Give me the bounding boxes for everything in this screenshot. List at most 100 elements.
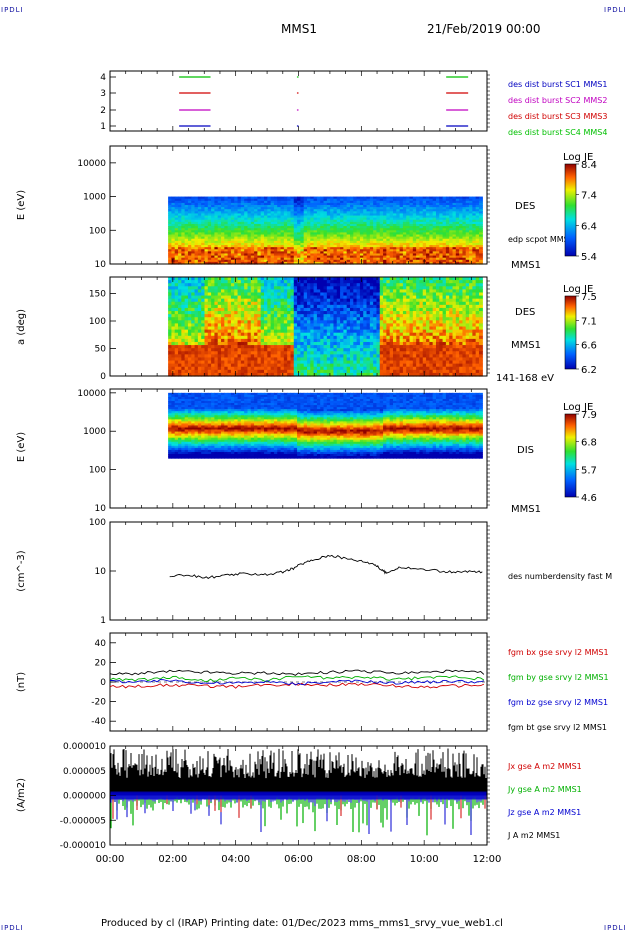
spectrogram-cell — [429, 259, 434, 263]
spectrogram-cell — [402, 215, 407, 219]
spectrogram-cell — [333, 357, 338, 362]
spectrogram-cell — [336, 242, 341, 246]
spectrogram-cell — [174, 323, 179, 328]
spectrogram-cell — [204, 348, 209, 352]
spectrogram-cell — [303, 217, 308, 221]
spectrogram-cell — [283, 335, 288, 340]
spectrogram-cell — [178, 232, 182, 236]
spectrogram-cell — [432, 230, 437, 233]
spectrogram-cell — [217, 213, 222, 217]
spectrogram-cell — [336, 230, 341, 233]
spectrogram-cell — [376, 230, 381, 233]
spectrogram-cell — [207, 217, 212, 221]
spectrogram-cell — [340, 286, 344, 290]
spectrogram-cell — [174, 348, 179, 352]
spectrogram-cell — [475, 261, 480, 265]
spectrogram-cell — [250, 234, 255, 238]
spectrogram-cell — [462, 234, 467, 238]
spectrogram-cell — [277, 366, 282, 371]
spectrogram-cell — [386, 217, 391, 221]
spectrogram-cell — [459, 207, 464, 210]
spectrogram-cell — [191, 341, 196, 346]
spectrogram-cell — [293, 372, 298, 377]
spectrogram-cell — [244, 234, 249, 238]
spectrogram-cell — [227, 207, 232, 210]
spectrogram-cell — [363, 232, 368, 236]
spectrogram-cell — [227, 317, 232, 321]
spectrogram-cell — [171, 298, 176, 303]
spectrogram-cell — [409, 217, 414, 221]
spectrogram-cell — [273, 234, 278, 238]
spectrogram-cell — [287, 209, 292, 212]
spectrogram-cell — [283, 245, 288, 248]
spectrogram-cell — [472, 232, 477, 236]
spectrogram-cell — [320, 228, 325, 231]
spectrogram-cell — [465, 247, 470, 250]
spectrogram-cell — [399, 240, 404, 244]
spectrogram-cell — [439, 249, 444, 252]
spectrogram-cell — [230, 354, 235, 359]
spectrogram-cell — [267, 354, 272, 359]
spectrogram-cell — [346, 255, 351, 259]
spectrogram-cell — [211, 298, 216, 303]
spectrogram-cell — [254, 357, 259, 362]
spectrogram-cell — [187, 301, 192, 306]
spectrogram-cell — [207, 205, 212, 208]
spectrogram-cell — [406, 205, 411, 208]
spectrogram-cell — [244, 245, 249, 248]
spectrogram-cell — [359, 198, 364, 202]
spectrogram-cell — [197, 217, 202, 221]
spectrogram-cell — [402, 230, 407, 233]
spectrogram-cell — [475, 209, 480, 212]
spectrogram-cell — [171, 205, 176, 208]
spectrogram-cell — [343, 209, 348, 212]
spectrogram-cell — [260, 242, 265, 246]
spectrogram-cell — [240, 215, 245, 219]
spectrogram-cell — [224, 253, 229, 257]
spectrogram-cell — [227, 320, 232, 324]
spectrogram-cell — [459, 226, 464, 229]
spectrogram-cell — [383, 215, 387, 219]
spectrogram-cell — [171, 360, 176, 365]
spectrogram-cell — [462, 215, 467, 219]
spectrogram-cell — [359, 226, 364, 229]
spectrogram-cell — [307, 304, 311, 309]
spectrogram-cell — [260, 200, 265, 204]
spectrogram-cell — [201, 215, 206, 219]
spectrogram-cell — [416, 228, 421, 231]
spectrogram-cell — [230, 213, 235, 217]
spectrogram-cell — [330, 198, 335, 202]
spectrogram-cell — [207, 351, 212, 355]
spectrogram-cell — [346, 211, 351, 215]
spectrogram-cell — [277, 211, 282, 215]
spectrogram-cell — [333, 228, 338, 231]
spectrogram-cell — [459, 221, 464, 225]
spectrogram-cell — [227, 238, 232, 242]
spectrogram-cell — [323, 245, 328, 248]
spectrogram-cell — [330, 326, 335, 331]
spectrogram-cell — [313, 283, 318, 287]
spectrogram-cell — [221, 280, 225, 284]
spectrogram-cell — [330, 363, 335, 368]
spectrogram-cell — [234, 200, 239, 204]
spectrogram-cell — [194, 221, 199, 225]
spectrogram-cell — [230, 251, 235, 255]
spectrogram-cell — [336, 345, 341, 349]
spectrogram-cell — [406, 200, 411, 204]
spectrogram-cell — [227, 242, 232, 246]
spectrogram-cell — [435, 215, 440, 219]
spectrogram-cell — [455, 259, 460, 263]
spectrogram-cell — [178, 363, 182, 368]
spectrogram-cell — [452, 245, 457, 248]
spectrogram-cell — [323, 251, 328, 255]
spectrogram-cell — [419, 261, 424, 265]
spectrogram-cell — [264, 360, 268, 365]
spectrogram-cell — [300, 298, 305, 303]
spectrogram-cell — [419, 223, 424, 227]
spectrogram-cell — [191, 257, 196, 261]
spectrogram-cell — [264, 226, 268, 229]
spectrogram-cell — [237, 261, 242, 265]
spectrogram-cell — [174, 289, 179, 294]
spectrogram-cell — [257, 255, 262, 259]
spectrogram-cell — [287, 228, 292, 231]
